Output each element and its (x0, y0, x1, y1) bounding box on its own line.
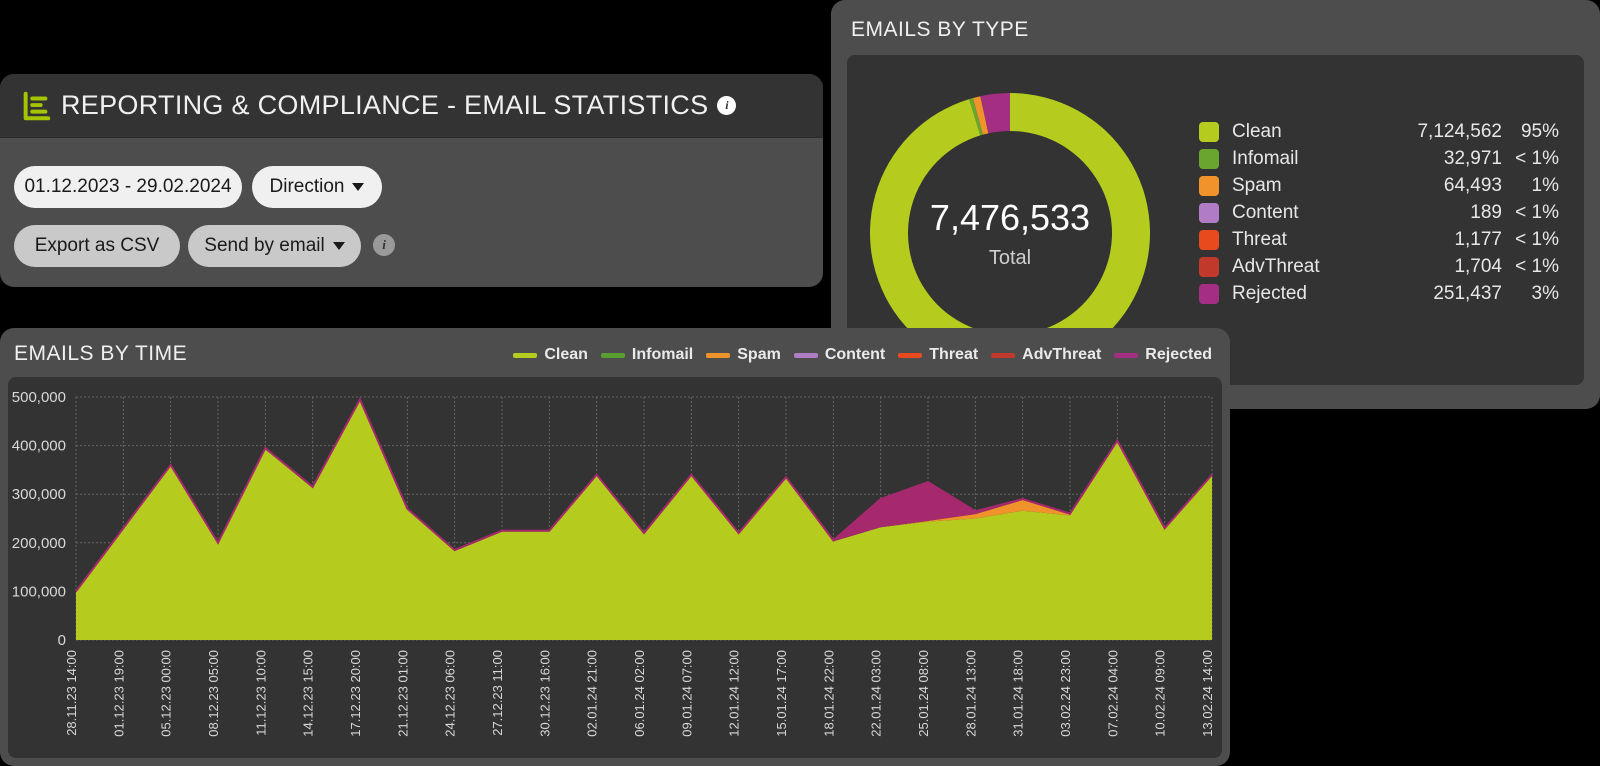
svg-text:28.01.24 13:00: 28.01.24 13:00 (963, 650, 978, 737)
svg-text:100,000: 100,000 (12, 583, 66, 600)
svg-text:22.01.24 03:00: 22.01.24 03:00 (869, 650, 884, 737)
svg-text:31.01.24 18:00: 31.01.24 18:00 (1011, 650, 1026, 737)
svg-text:12.01.24 12:00: 12.01.24 12:00 (727, 650, 742, 737)
svg-text:10.02.24 09:00: 10.02.24 09:00 (1153, 650, 1168, 737)
svg-text:03.02.24 23:00: 03.02.24 23:00 (1058, 650, 1073, 737)
svg-text:15.01.24 17:00: 15.01.24 17:00 (774, 650, 789, 737)
svg-text:13.02.24 14:00: 13.02.24 14:00 (1200, 650, 1215, 737)
svg-text:01.12.23 19:00: 01.12.23 19:00 (111, 650, 126, 737)
svg-text:30.12.23 16:00: 30.12.23 16:00 (537, 650, 552, 737)
svg-text:24.12.23 06:00: 24.12.23 06:00 (443, 650, 458, 737)
svg-text:21.12.23 01:00: 21.12.23 01:00 (395, 650, 410, 737)
svg-text:25.01.24 08:00: 25.01.24 08:00 (916, 650, 931, 737)
svg-text:02.01.24 21:00: 02.01.24 21:00 (585, 650, 600, 737)
svg-text:500,000: 500,000 (12, 389, 66, 406)
svg-text:09.01.24 07:00: 09.01.24 07:00 (679, 650, 694, 737)
svg-text:06.01.24 02:00: 06.01.24 02:00 (632, 650, 647, 737)
svg-text:0: 0 (58, 632, 66, 649)
svg-text:28.11.23 14:00: 28.11.23 14:00 (64, 650, 79, 736)
svg-text:17.12.23 20:00: 17.12.23 20:00 (348, 650, 363, 737)
svg-text:08.12.23 05:00: 08.12.23 05:00 (206, 650, 221, 737)
svg-text:200,000: 200,000 (12, 535, 66, 552)
svg-text:18.01.24 22:00: 18.01.24 22:00 (821, 650, 836, 737)
svg-text:27.12.23 11:00: 27.12.23 11:00 (490, 650, 505, 736)
svg-text:05.12.23 00:00: 05.12.23 00:00 (159, 650, 174, 737)
svg-text:07.02.24 04:00: 07.02.24 04:00 (1105, 650, 1120, 737)
svg-text:300,000: 300,000 (12, 486, 66, 503)
svg-text:400,000: 400,000 (12, 438, 66, 455)
svg-text:14.12.23 15:00: 14.12.23 15:00 (301, 650, 316, 737)
svg-text:11.12.23 10:00: 11.12.23 10:00 (253, 650, 268, 736)
